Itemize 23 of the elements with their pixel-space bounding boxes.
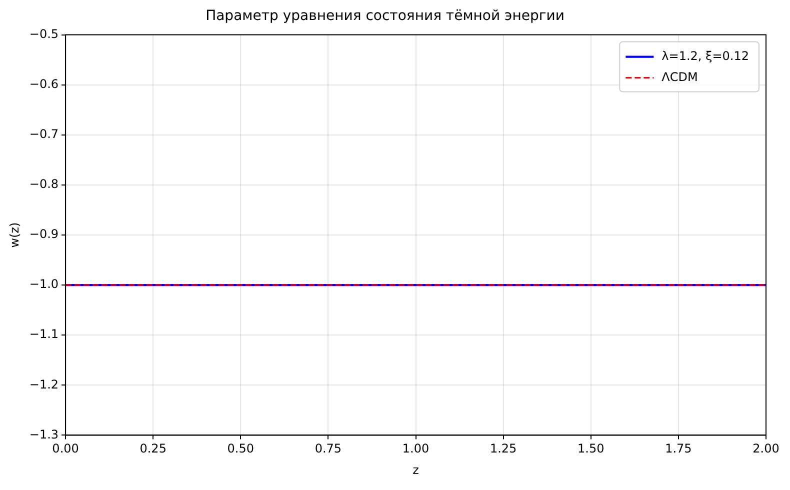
x-tick-label: 0.50 xyxy=(227,442,254,456)
x-tick-label: 0.25 xyxy=(140,442,166,456)
y-tick-label: −1.1 xyxy=(29,327,59,342)
y-tick-label: −0.9 xyxy=(29,227,59,242)
x-axis-title: z xyxy=(412,462,419,477)
x-tick-label: 1.75 xyxy=(665,442,692,456)
legend-label: ΛCDM xyxy=(662,70,698,84)
x-tick-label: 0.75 xyxy=(314,442,342,456)
y-tick-label: −0.8 xyxy=(29,177,59,192)
y-tick-label: −1.3 xyxy=(29,427,59,442)
y-tick-label: −1.0 xyxy=(29,277,59,292)
y-tick-label: −0.6 xyxy=(29,76,59,91)
x-tick-label: 1.25 xyxy=(490,442,517,456)
x-tick-label: 2.00 xyxy=(752,442,780,456)
y-tick-label: −0.7 xyxy=(29,127,59,142)
x-tick-label: 0.00 xyxy=(52,442,79,456)
x-tick-label: 1.00 xyxy=(402,442,430,456)
chart-title: Параметр уравнения состояния тёмной энергии xyxy=(206,8,564,24)
y-tick-label: −0.5 xyxy=(29,26,59,41)
y-tick-label: −1.2 xyxy=(29,377,59,392)
legend-label: λ=1.2, ξ=0.12 xyxy=(662,48,750,63)
x-tick-label: 1.50 xyxy=(578,442,604,456)
y-axis-title: w(z) xyxy=(7,222,22,248)
